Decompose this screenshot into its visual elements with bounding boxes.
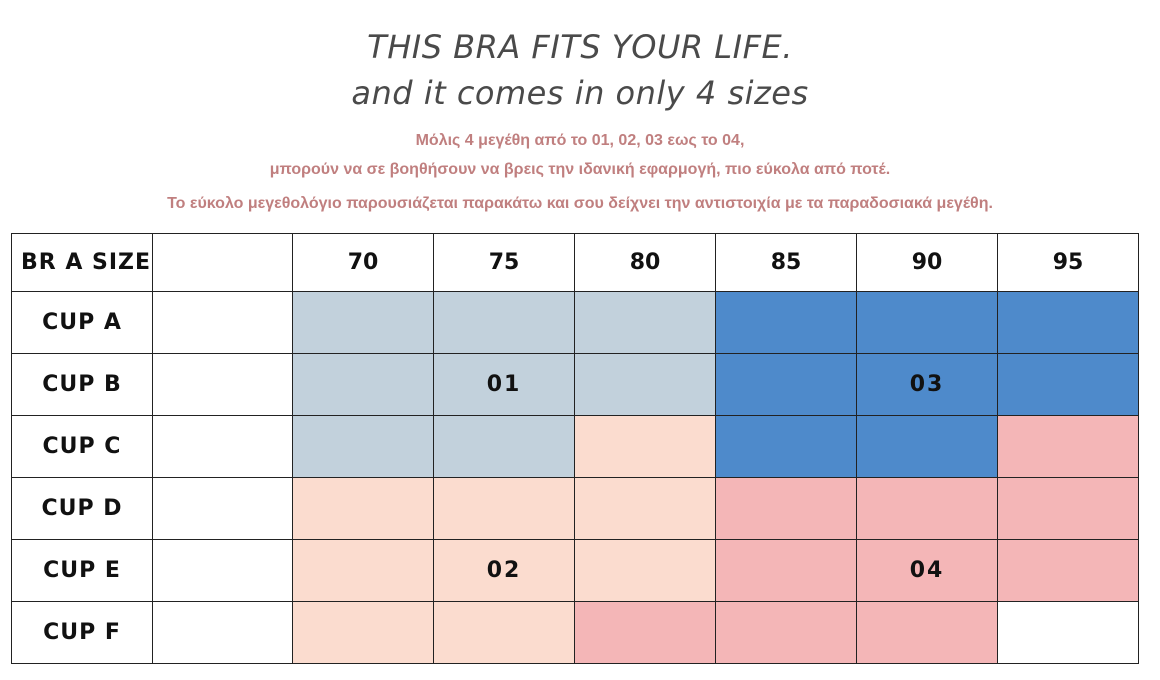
size-cell bbox=[292, 539, 434, 602]
cup-label: CUP A bbox=[11, 291, 153, 354]
size-cell: 02 bbox=[433, 539, 575, 602]
header-blank-cell bbox=[152, 233, 293, 292]
blank-cell bbox=[152, 353, 293, 416]
table-row: CUP D bbox=[11, 477, 1139, 540]
size-cell bbox=[574, 539, 716, 602]
table-row: CUP A bbox=[11, 291, 1139, 354]
cup-label: CUP C bbox=[11, 415, 153, 478]
table-row: CUP E 02 04 bbox=[11, 539, 1139, 602]
band-size-header: 80 bbox=[574, 233, 716, 292]
size-cell bbox=[997, 291, 1139, 354]
title-line-2: and it comes in only 4 sizes bbox=[351, 74, 809, 112]
size-cell bbox=[574, 601, 716, 664]
size-cell bbox=[715, 601, 857, 664]
size-cell bbox=[997, 601, 1139, 664]
size-cell bbox=[715, 353, 857, 416]
cup-label: CUP F bbox=[11, 601, 153, 664]
size-chart-table: BR A SIZE 70 75 80 85 90 95 CUP A CUP B 01… bbox=[11, 233, 1139, 664]
table-row: CUP C bbox=[11, 415, 1139, 478]
size-cell bbox=[997, 477, 1139, 540]
size-cell bbox=[574, 291, 716, 354]
size-cell bbox=[997, 539, 1139, 602]
subtitle-line-1: Μόλις 4 μεγέθη από το 01, 02, 03 εως το … bbox=[415, 132, 745, 149]
size-cell bbox=[292, 415, 434, 478]
band-size-header: 70 bbox=[292, 233, 434, 292]
blank-cell bbox=[152, 415, 293, 478]
cup-label: CUP E bbox=[11, 539, 153, 602]
size-cell bbox=[997, 415, 1139, 478]
size-cell bbox=[856, 601, 998, 664]
size-cell bbox=[856, 477, 998, 540]
blank-cell bbox=[152, 477, 293, 540]
size-cell bbox=[433, 415, 575, 478]
size-cell bbox=[715, 291, 857, 354]
size-cell bbox=[715, 477, 857, 540]
band-size-header: 85 bbox=[715, 233, 857, 292]
subtitle-line-3: Το εύκολο μεγεθολόγιο παρουσιάζεται παρα… bbox=[167, 195, 993, 212]
table-row: CUP F bbox=[11, 601, 1139, 664]
header-label-cell: BR A SIZE bbox=[11, 233, 153, 292]
table-header-row: BR A SIZE 70 75 80 85 90 95 bbox=[11, 233, 1139, 292]
size-cell bbox=[292, 353, 434, 416]
size-cell bbox=[997, 353, 1139, 416]
blank-cell bbox=[152, 601, 293, 664]
size-cell: 04 bbox=[856, 539, 998, 602]
size-cell bbox=[292, 291, 434, 354]
size-cell bbox=[715, 539, 857, 602]
cup-label: CUP B bbox=[11, 353, 153, 416]
band-size-header: 75 bbox=[433, 233, 575, 292]
title-line-1: THIS BRA FITS YOUR LIFE. bbox=[367, 28, 793, 66]
size-cell bbox=[574, 353, 716, 416]
size-cell bbox=[433, 601, 575, 664]
size-cell bbox=[433, 477, 575, 540]
blank-cell bbox=[152, 291, 293, 354]
cup-label: CUP D bbox=[11, 477, 153, 540]
subtitle-line-2: μπορούν να σε βοηθήσουν να βρεις την ιδα… bbox=[269, 161, 891, 178]
size-cell bbox=[856, 291, 998, 354]
band-size-header: 95 bbox=[997, 233, 1139, 292]
size-cell bbox=[574, 415, 716, 478]
size-cell bbox=[292, 477, 434, 540]
size-cell bbox=[433, 291, 575, 354]
size-cell bbox=[292, 601, 434, 664]
size-cell: 03 bbox=[856, 353, 998, 416]
size-cell bbox=[715, 415, 857, 478]
band-size-header: 90 bbox=[856, 233, 998, 292]
size-cell bbox=[856, 415, 998, 478]
table-row: CUP B 01 03 bbox=[11, 353, 1139, 416]
size-cell bbox=[574, 477, 716, 540]
blank-cell bbox=[152, 539, 293, 602]
size-cell: 01 bbox=[433, 353, 575, 416]
